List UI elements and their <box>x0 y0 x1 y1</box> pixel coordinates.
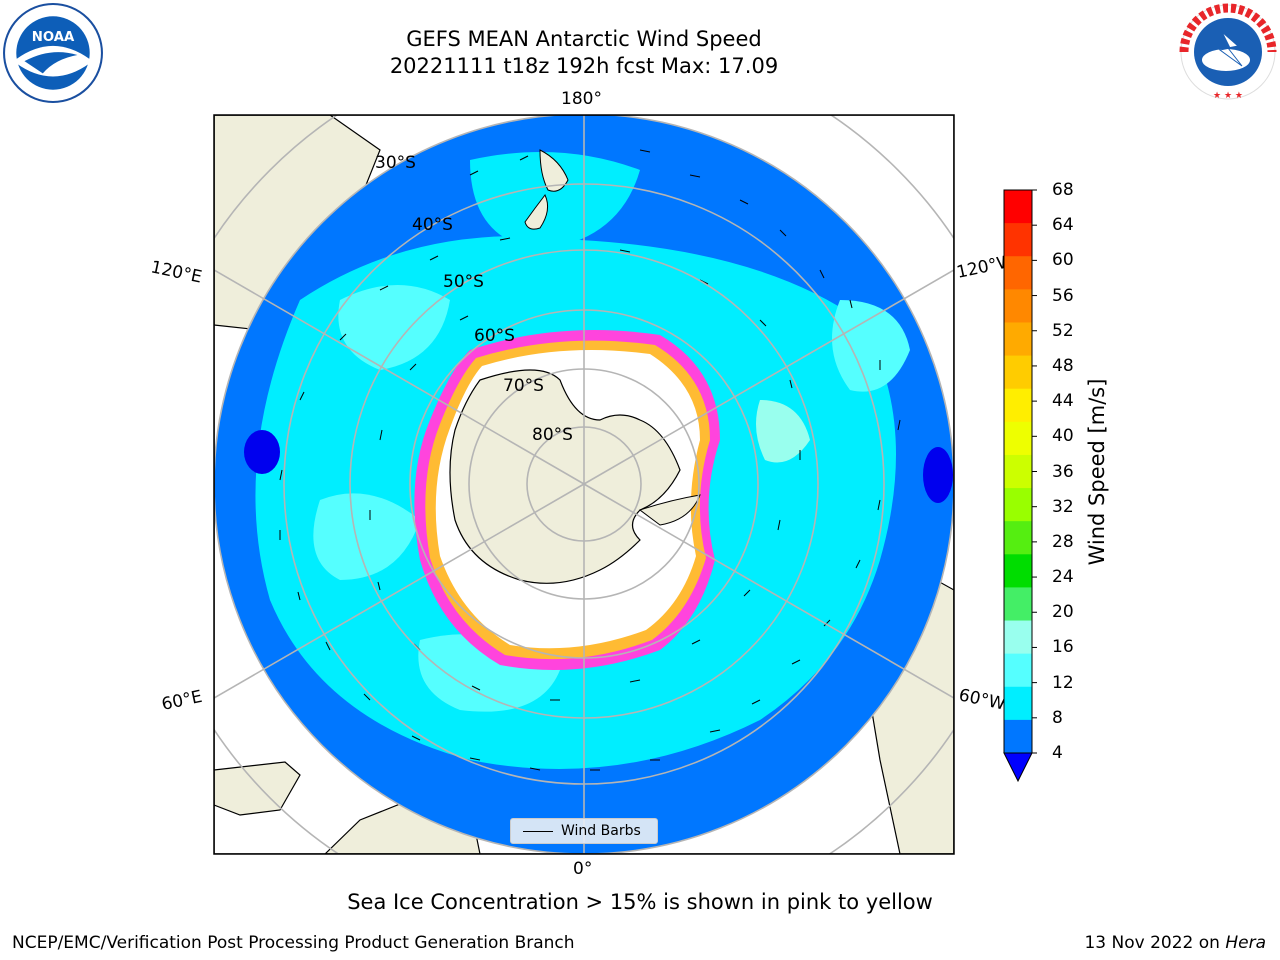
colorbar-tick-label: 20 <box>1052 602 1074 623</box>
colorbar-tick-label: 8 <box>1052 707 1063 728</box>
colorbar-segment <box>1004 223 1032 257</box>
colorbar-tick-label: 60 <box>1052 250 1074 271</box>
colorbar-segment <box>1004 488 1032 522</box>
colorbar-tick-label: 68 <box>1052 180 1074 200</box>
colorbar-segment <box>1004 719 1032 754</box>
colorbar-segment <box>1004 421 1032 456</box>
colorbar-segment <box>1004 653 1032 688</box>
lat-label-80: 80°S <box>532 425 573 445</box>
map-subtitle: 20221111 t18z 192h fcst Max: 17.09 <box>389 54 779 78</box>
lon-label-60e: 60°E <box>160 687 204 715</box>
colorbar-tick-label: 24 <box>1052 567 1074 588</box>
lon-label-120e: 120°E <box>149 257 204 287</box>
colorbar <box>1003 189 1037 783</box>
colorbar-segment <box>1004 322 1032 357</box>
colorbar-label: Wind Speed [m/s] <box>1085 378 1109 566</box>
colorbar-segment <box>1004 686 1032 721</box>
colorbar-segment <box>1004 587 1032 622</box>
sea-ice-note: Sea Ice Concentration > 15% is shown in … <box>347 890 933 914</box>
footer-date-text: 13 Nov 2022 on <box>1084 933 1220 953</box>
colorbar-segment <box>1004 289 1032 323</box>
svg-text:NOAA: NOAA <box>32 30 75 45</box>
noaa-logo: NOAA <box>3 3 103 103</box>
legend-line-sample <box>523 831 553 832</box>
colorbar-tick-label: 4 <box>1052 743 1063 763</box>
lat-label-40: 40°S <box>412 215 453 235</box>
colorbar-segment <box>1004 554 1032 588</box>
colorbar-extend-triangle <box>1003 752 1033 783</box>
lat-label-50: 50°S <box>443 272 484 292</box>
colorbar-segment <box>1004 388 1032 423</box>
colorbar-segment <box>1004 355 1032 390</box>
colorbar-tick-label: 12 <box>1052 672 1074 693</box>
lat-label-60: 60°S <box>474 326 515 346</box>
colorbar-tick-label: 64 <box>1052 215 1074 236</box>
colorbar-tick-label: 16 <box>1052 637 1074 658</box>
map-frame <box>213 114 955 855</box>
legend-label: Wind Barbs <box>561 823 641 839</box>
lon-label-0: 0° <box>573 859 592 879</box>
footer-date: 13 Nov 2022 on Hera <box>1084 933 1266 953</box>
lon-label-60w: 60°W <box>957 685 1007 714</box>
colorbar-tick-label: 40 <box>1052 426 1074 447</box>
colorbar-tick-label: 36 <box>1052 461 1074 482</box>
colorbar-tick-label: 44 <box>1052 391 1074 412</box>
colorbar-segment <box>1004 190 1032 224</box>
svg-text:★ ★ ★: ★ ★ ★ <box>1213 91 1243 101</box>
colorbar-segment <box>1004 256 1032 290</box>
map-title: GEFS MEAN Antarctic Wind Speed <box>406 27 762 51</box>
wind-barbs-legend: Wind Barbs <box>510 818 658 844</box>
nws-logo: ★ ★ ★ <box>1179 3 1277 101</box>
colorbar-tick-label: 48 <box>1052 355 1074 376</box>
colorbar-segment <box>1004 521 1032 555</box>
colorbar-tick-label: 32 <box>1052 496 1074 517</box>
colorbar-tick-label: 56 <box>1052 285 1074 306</box>
colorbar-tick-label: 28 <box>1052 531 1074 552</box>
colorbar-segment <box>1004 454 1032 489</box>
lat-label-70: 70°S <box>503 376 544 396</box>
colorbar-tick-label: 52 <box>1052 320 1074 341</box>
footer-host: Hera <box>1225 933 1266 953</box>
lat-label-30: 30°S <box>375 153 416 173</box>
lon-label-180: 180° <box>561 89 602 109</box>
colorbar-segment <box>1004 620 1032 655</box>
footer-branch: NCEP/EMC/Verification Post Processing Pr… <box>12 933 575 953</box>
